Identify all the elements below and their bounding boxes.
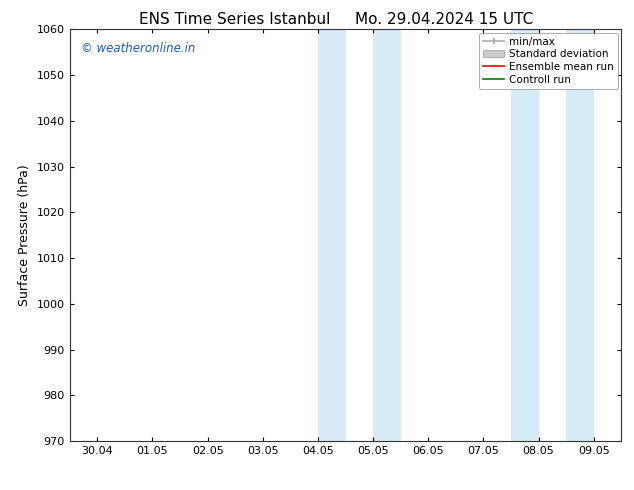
Bar — [511, 29, 538, 441]
Y-axis label: Surface Pressure (hPa): Surface Pressure (hPa) — [18, 164, 31, 306]
Bar — [373, 29, 401, 441]
Text: ENS Time Series Istanbul: ENS Time Series Istanbul — [139, 12, 330, 27]
Bar — [566, 29, 593, 441]
Text: Mo. 29.04.2024 15 UTC: Mo. 29.04.2024 15 UTC — [354, 12, 533, 27]
Bar — [318, 29, 346, 441]
Text: © weatheronline.in: © weatheronline.in — [81, 42, 195, 55]
Legend: min/max, Standard deviation, Ensemble mean run, Controll run: min/max, Standard deviation, Ensemble me… — [479, 32, 618, 89]
